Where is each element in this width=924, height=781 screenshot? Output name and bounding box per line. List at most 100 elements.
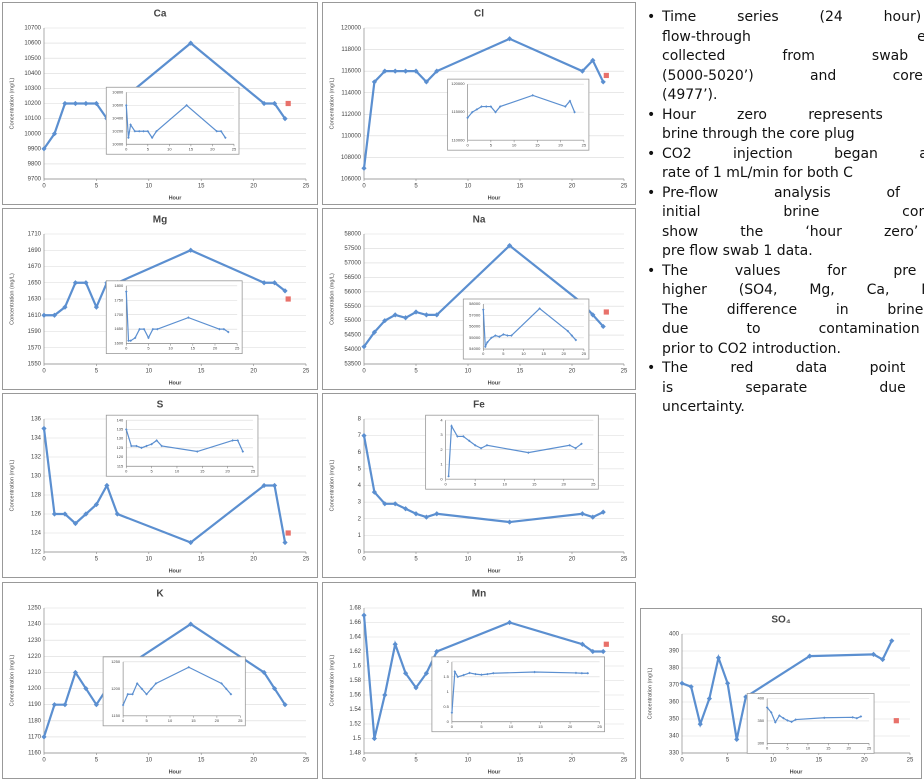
x-tick-label: 10 [502,481,507,486]
y-tick-label: 57000 [344,260,361,266]
x-axis-label: Hour [488,380,502,386]
point [485,443,489,447]
point [706,696,712,702]
point [195,450,199,453]
point [480,105,483,108]
y-tick-label: 114000 [341,90,361,96]
y-tick-label: 125 [117,445,124,450]
y-tick-label: 112000 [341,112,361,118]
y-tick-label: 120000 [451,81,465,86]
y-tick-label: 1180 [28,718,42,724]
x-tick-label: 25 [582,351,587,356]
y-tick-label: 106000 [341,177,362,183]
point [114,511,120,517]
point [579,641,585,647]
chart-title: Mn [472,589,486,600]
point [434,648,440,655]
point [187,316,190,319]
point [498,335,501,338]
y-tick-label: 0 [440,476,443,481]
y-tick-label: 140 [117,417,124,422]
point [778,714,781,717]
bullet-line: prior to CO2 introduction. [662,340,841,357]
point [603,309,609,315]
x-axis-label: Hour [169,195,183,201]
point [149,687,153,691]
y-tick-label: 1250 [28,606,42,612]
y-tick-label: 1.66 [349,620,361,626]
y-tick-label: 350 [757,718,764,723]
point [41,734,47,740]
point [507,242,513,249]
y-tick-label: 2 [440,447,443,452]
bullet-line: show the ‘hour zero’ data [662,223,924,240]
y-axis-label: Concentration (mg/L) [647,668,653,720]
y-tick-label: 1800 [114,283,124,288]
point [361,165,367,171]
bullet-line: The difference in brine com [662,301,924,318]
x-tick-label: 10 [521,351,526,356]
point [480,673,483,677]
point [145,692,148,696]
point [83,685,89,692]
y-tick-label: 54500 [344,333,361,339]
point [155,439,158,442]
point [371,79,377,85]
point [130,444,133,448]
point [403,506,409,512]
point [124,290,128,293]
point [462,673,466,677]
point [574,446,577,450]
chart-title: S [157,400,164,411]
x-tick-label: 0 [766,745,769,750]
y-tick-label: 1.62 [349,649,361,655]
inset-frame [425,414,599,490]
point [62,100,68,107]
x-tick-label: 25 [582,142,587,147]
y-axis-label: Concentration (mg/L) [9,78,15,130]
line [362,615,604,739]
x-tick-label: 20 [558,142,563,147]
point [580,442,583,446]
y-tick-label: 10000 [24,131,41,137]
x-tick-label: 0 [482,351,485,356]
y-tick-label: 330 [669,751,680,757]
point [482,308,485,311]
point [236,439,240,442]
x-tick-label: 20 [861,758,868,764]
point [603,72,609,79]
point [450,424,453,428]
point [600,323,606,330]
y-axis-label: Concentration (mg/L) [9,655,15,707]
x-axis-label: Hour [488,195,502,201]
point [51,511,58,517]
x-tick-label: 20 [210,146,215,151]
y-tick-label: 5 [358,466,362,472]
x-tick-label: 25 [591,481,596,486]
y-tick-label: 3 [440,432,443,437]
x-tick-label: 5 [95,184,99,190]
inset-frame [105,414,259,477]
x-tick-label: 5 [480,724,483,729]
point [715,655,722,661]
point [507,619,513,626]
point [261,100,267,107]
x-tick-label: 0 [362,758,366,764]
point [413,511,419,517]
point [285,100,291,107]
y-tick-label: 10600 [112,102,124,107]
y-tick-label: 1600 [114,341,124,346]
point [468,671,471,675]
point [450,711,454,715]
point [423,514,429,520]
point [725,680,731,686]
y-tick-label: 115000 [452,109,466,114]
x-tick-label: 25 [232,146,237,151]
x-tick-label: 20 [250,758,257,764]
x-tick-label: 20 [569,758,576,764]
y-tick-label: 10000 [112,141,124,146]
x-tick-label: 25 [303,184,310,190]
point [470,110,474,114]
bullet-line: The red data point repres [662,360,924,376]
x-tick-label: 10 [509,724,514,729]
